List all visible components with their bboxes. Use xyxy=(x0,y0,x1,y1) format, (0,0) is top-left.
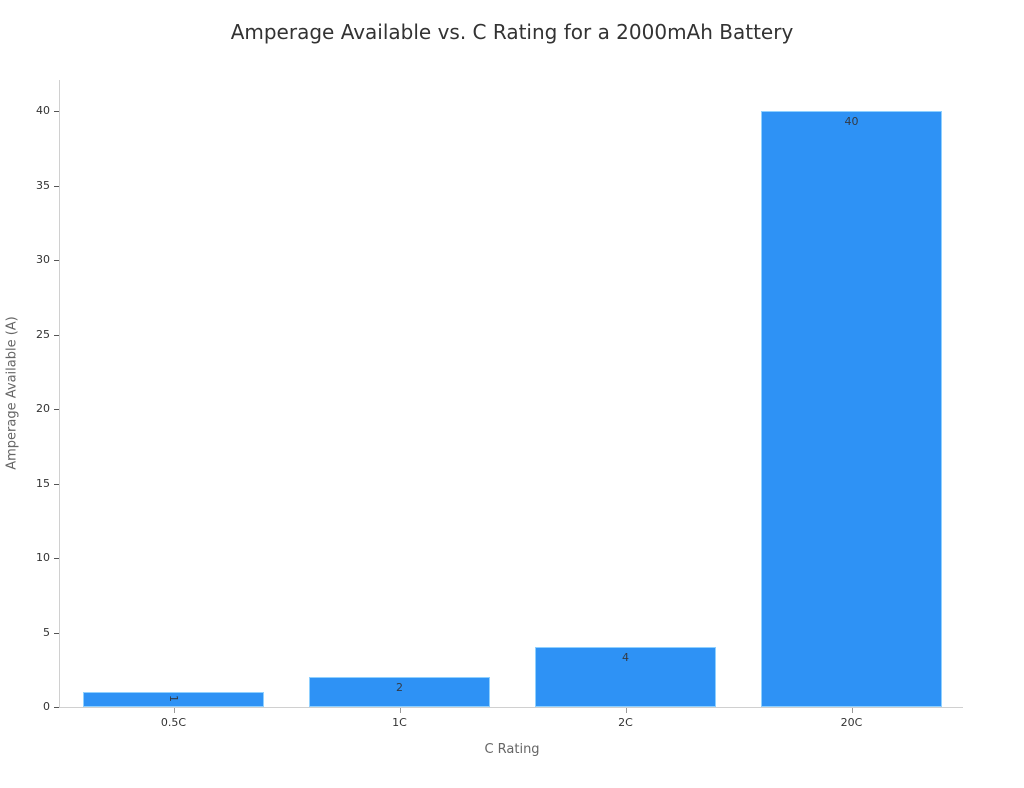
y-tick-mark xyxy=(54,558,59,559)
chart-title: Amperage Available vs. C Rating for a 20… xyxy=(230,20,794,44)
x-axis-label-text: C Rating xyxy=(484,742,540,757)
y-tick-mark xyxy=(54,483,59,485)
y-tick-label: 5 xyxy=(43,625,50,639)
y-axis-line xyxy=(59,80,60,708)
bar-20c: 40 xyxy=(761,111,942,707)
y-tick-mark xyxy=(54,334,59,336)
y-tick-label: 20 xyxy=(36,402,50,415)
y-tick-label: 40 xyxy=(36,104,50,117)
x-tick-mark xyxy=(626,708,627,713)
bar-value-label: 4 xyxy=(622,651,629,665)
y-tick-label: 30 xyxy=(36,253,50,266)
x-tick-label: 20C xyxy=(840,716,863,729)
y-tick-mark xyxy=(54,632,59,634)
x-tick-label: 1C xyxy=(392,716,407,729)
y-tick-mark xyxy=(54,409,59,410)
bar-2c: 4 xyxy=(535,647,716,707)
y-tick-mark xyxy=(54,111,59,112)
bar-value-label: 2 xyxy=(396,681,403,695)
x-tick-mark xyxy=(400,708,401,713)
y-axis-label: Amperage Available (A) xyxy=(4,316,20,470)
bar-0-5c: 1 xyxy=(83,692,264,707)
y-tick-label: 35 xyxy=(36,178,50,192)
y-tick-mark xyxy=(54,260,59,261)
x-axis-label: C Rating xyxy=(0,742,1024,757)
y-tick-label: 0 xyxy=(43,700,50,713)
y-tick-mark xyxy=(54,707,59,708)
y-tick-label: 25 xyxy=(36,327,50,341)
x-axis-line xyxy=(59,707,963,708)
y-tick-label: 15 xyxy=(36,476,50,490)
x-tick-label: 2C xyxy=(618,716,633,729)
x-tick-mark xyxy=(852,708,853,713)
x-tick-mark xyxy=(174,708,175,713)
bar-value-label: 1 xyxy=(167,695,180,703)
bar-1c: 2 xyxy=(309,677,490,707)
x-tick-label: 0.5C xyxy=(160,716,187,729)
y-tick-label: 10 xyxy=(36,551,50,564)
y-tick-mark xyxy=(54,185,59,187)
bar-value-label: 40 xyxy=(844,115,859,128)
